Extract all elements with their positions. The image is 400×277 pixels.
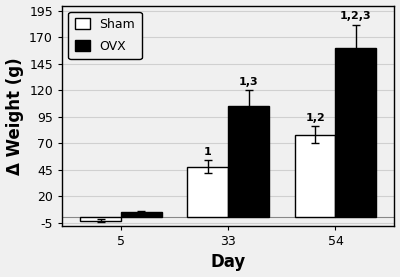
Text: 1,2,3: 1,2,3 <box>340 11 372 21</box>
Text: 1,3: 1,3 <box>239 77 258 87</box>
Bar <box>80 217 121 220</box>
Bar <box>295 135 336 217</box>
Text: 1,2: 1,2 <box>305 113 325 123</box>
Y-axis label: Δ Weight (g): Δ Weight (g) <box>6 57 24 175</box>
X-axis label: Day: Day <box>211 253 246 271</box>
Bar <box>121 212 162 217</box>
Text: 1: 1 <box>204 147 212 157</box>
Bar <box>336 48 376 217</box>
Legend: Sham, OVX: Sham, OVX <box>68 12 142 59</box>
Bar <box>228 106 269 217</box>
Bar <box>188 166 228 217</box>
